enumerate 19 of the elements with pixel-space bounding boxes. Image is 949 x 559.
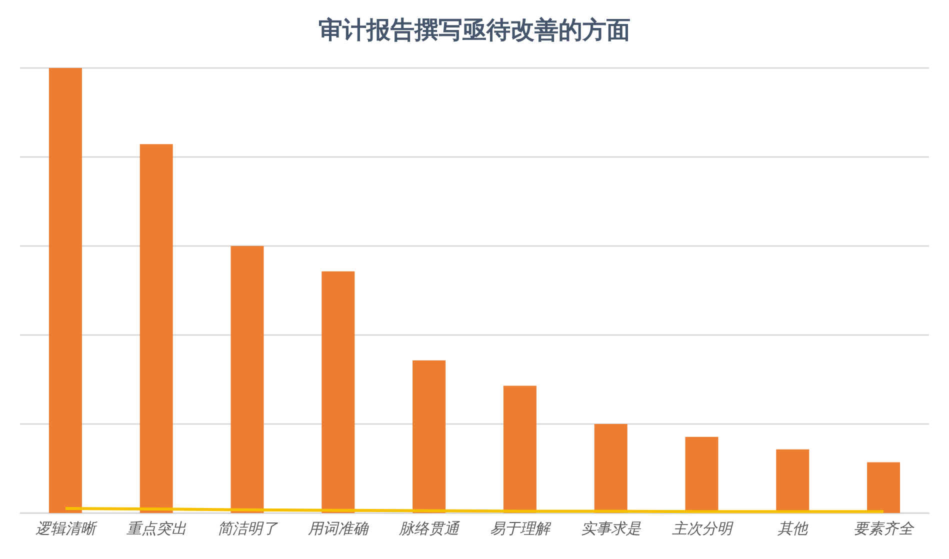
x-tick-label: 简洁明了 bbox=[217, 520, 278, 538]
x-tick-label: 易于理解 bbox=[490, 520, 552, 538]
bar bbox=[594, 424, 628, 513]
bar bbox=[412, 360, 446, 513]
x-tick-label: 重点突出 bbox=[126, 520, 186, 538]
x-tick-label: 用词准确 bbox=[308, 520, 370, 538]
x-tick-label: 其他 bbox=[778, 520, 809, 538]
x-tick-label: 实事求是 bbox=[580, 520, 642, 538]
chart-title: 审计报告撰写亟待改善的方面 bbox=[318, 16, 630, 44]
x-tick-label: 逻辑清晰 bbox=[35, 520, 98, 538]
bar bbox=[48, 68, 82, 513]
bar bbox=[322, 271, 355, 513]
bar bbox=[230, 246, 264, 513]
x-tick-label: 主次分明 bbox=[672, 520, 734, 538]
bar bbox=[867, 462, 900, 513]
bar bbox=[503, 386, 536, 513]
x-tick-label: 要素齐全 bbox=[854, 520, 915, 538]
bar bbox=[140, 144, 173, 513]
x-tick-label: 脉络贯通 bbox=[399, 520, 460, 538]
